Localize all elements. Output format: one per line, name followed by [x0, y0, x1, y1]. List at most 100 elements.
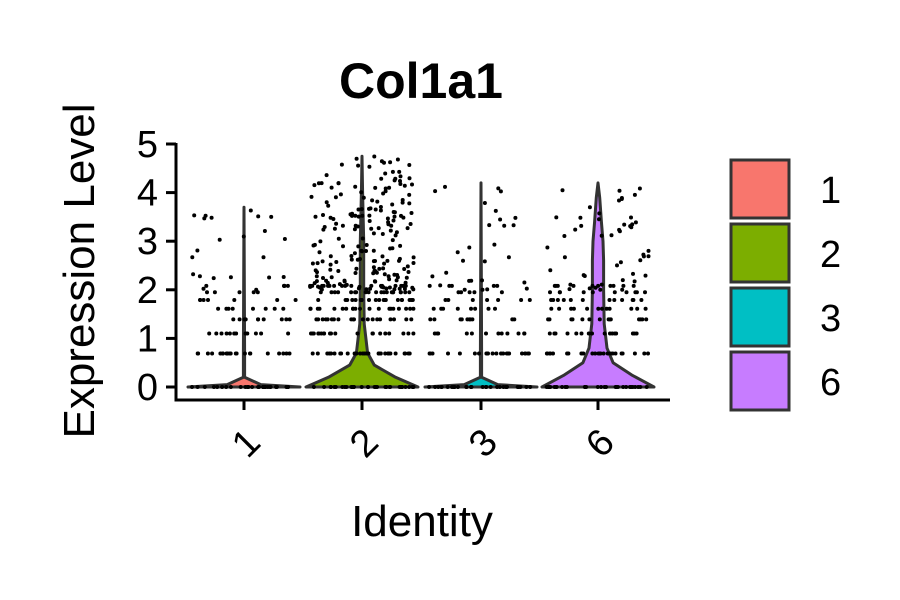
data-point: [332, 290, 337, 295]
data-point: [407, 176, 412, 181]
data-point: [332, 385, 337, 389]
data-point: [599, 233, 604, 238]
data-point: [319, 287, 324, 292]
data-point: [411, 331, 416, 336]
data-point: [350, 298, 355, 302]
data-point: [332, 306, 337, 311]
y-tick-label: 0: [137, 367, 158, 409]
data-point: [407, 201, 412, 206]
data-point: [612, 298, 617, 302]
data-point: [195, 248, 200, 253]
data-point: [498, 217, 503, 222]
data-point: [336, 236, 341, 241]
data-point: [318, 239, 323, 244]
data-point: [336, 269, 341, 273]
data-point: [329, 351, 334, 356]
data-point: [609, 233, 614, 238]
data-point: [316, 331, 321, 336]
data-point: [382, 261, 387, 266]
data-point: [232, 298, 237, 302]
data-point: [639, 298, 644, 302]
data-point: [250, 385, 255, 389]
data-point: [613, 351, 618, 356]
data-point: [333, 195, 338, 200]
data-point: [631, 271, 635, 276]
data-point: [391, 218, 396, 223]
y-tick-label: 2: [137, 270, 158, 312]
data-point: [366, 290, 371, 295]
data-point: [590, 351, 595, 356]
data-point: [597, 211, 602, 216]
data-point: [545, 245, 550, 250]
data-point: [340, 306, 345, 311]
data-point: [211, 276, 216, 281]
data-point: [256, 214, 261, 219]
data-point: [624, 290, 629, 295]
data-point: [254, 287, 259, 292]
data-point: [571, 283, 576, 288]
data-point: [205, 351, 210, 356]
data-point: [407, 351, 412, 356]
data-point: [365, 317, 370, 322]
data-point: [287, 351, 292, 356]
data-point: [338, 192, 343, 197]
data-point: [459, 317, 464, 322]
data-point: [202, 385, 207, 389]
data-point: [547, 317, 552, 322]
data-point: [552, 331, 557, 336]
data-point: [646, 351, 650, 356]
data-point: [195, 351, 200, 356]
data-point: [337, 282, 342, 287]
data-point: [520, 351, 524, 356]
data-point: [251, 290, 256, 295]
y-tick-label: 4: [137, 173, 158, 215]
data-point: [409, 211, 414, 215]
data-point: [383, 385, 388, 389]
data-point: [238, 385, 243, 389]
data-point: [314, 274, 319, 279]
data-point: [349, 257, 354, 262]
data-point: [322, 385, 327, 389]
data-point: [470, 298, 475, 302]
legend-label-3: 3: [820, 298, 841, 340]
data-point: [344, 306, 349, 311]
data-point: [367, 206, 371, 211]
data-point: [371, 248, 376, 253]
data-point: [284, 385, 289, 389]
data-point: [243, 385, 248, 389]
data-point: [404, 317, 409, 322]
data-point: [551, 298, 556, 302]
data-point: [375, 317, 380, 322]
data-point: [569, 306, 574, 311]
data-point: [212, 290, 217, 295]
data-point: [328, 254, 333, 259]
data-point: [443, 184, 447, 189]
data-point: [282, 283, 287, 288]
data-point: [359, 207, 364, 212]
data-point: [387, 285, 392, 290]
data-point: [410, 285, 415, 290]
data-point: [411, 255, 416, 260]
data-point: [590, 331, 594, 336]
data-point: [561, 298, 566, 302]
data-point: [251, 306, 255, 311]
data-point: [620, 287, 625, 292]
data-point: [257, 385, 261, 389]
data-point: [192, 213, 197, 218]
data-point: [632, 351, 637, 356]
data-point: [409, 317, 414, 322]
data-point: [381, 266, 386, 271]
data-point: [607, 317, 612, 322]
data-point: [375, 385, 380, 389]
data-point: [432, 317, 437, 322]
data-point: [612, 290, 617, 295]
data-point: [203, 213, 208, 218]
data-point: [411, 261, 416, 265]
data-point: [390, 202, 395, 207]
data-point: [375, 199, 380, 204]
data-point: [354, 156, 359, 161]
data-point: [231, 317, 236, 322]
data-point: [209, 215, 214, 220]
data-point: [560, 188, 565, 193]
data-point: [237, 317, 242, 322]
